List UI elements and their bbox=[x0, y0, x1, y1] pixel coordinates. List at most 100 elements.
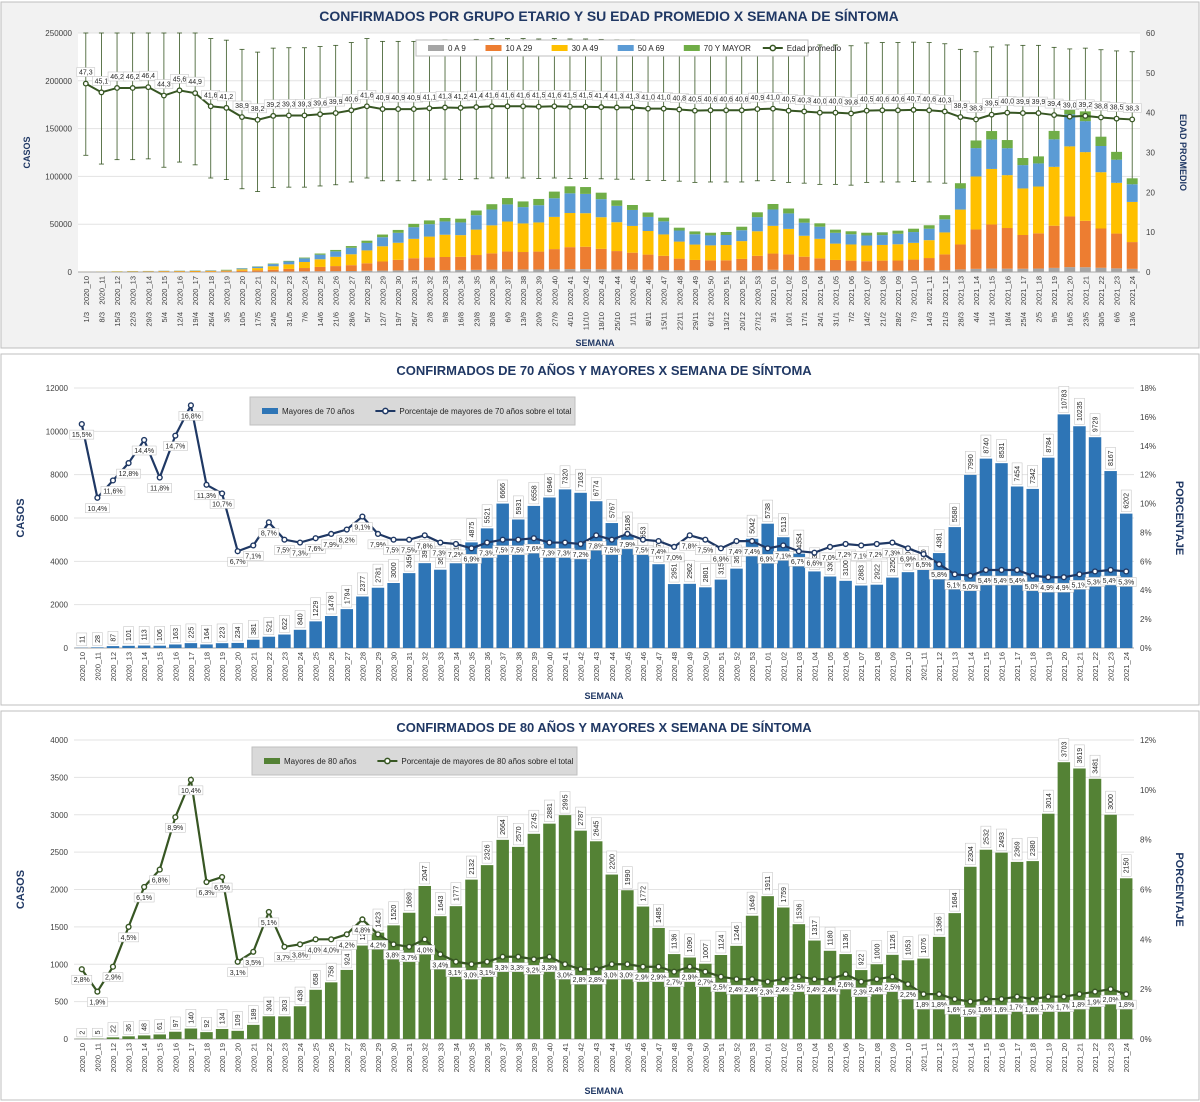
bar-segment-30-a-49 bbox=[1064, 146, 1076, 217]
average-age-point bbox=[1066, 113, 1073, 120]
average-age-point bbox=[379, 106, 386, 113]
bar-label-box bbox=[590, 477, 602, 500]
percentage-label: 7,1% bbox=[245, 553, 261, 560]
percentage-label: 6,5% bbox=[916, 562, 932, 569]
bar bbox=[839, 580, 852, 648]
average-age-label: 41,3 bbox=[626, 93, 640, 100]
bar-segment-30-a-49 bbox=[1001, 175, 1013, 229]
y2-tick-label: 14% bbox=[1140, 442, 1156, 451]
percentage-point bbox=[483, 958, 491, 965]
x-date-label: 15/3 bbox=[113, 312, 122, 327]
percentage-label: 7,5% bbox=[697, 548, 713, 555]
bar-segment-0-a-9 bbox=[517, 269, 529, 272]
x-tick-label: 2021_09 bbox=[888, 652, 897, 681]
percentage-point bbox=[1091, 988, 1099, 995]
bar-value-label: 7454 bbox=[1015, 466, 1022, 482]
x-date-label: 31/5 bbox=[285, 312, 294, 327]
x-tick-label: 2020_34 bbox=[457, 276, 466, 305]
percentage-label: 8,9% bbox=[167, 825, 183, 832]
average-age-label: 39,3 bbox=[298, 101, 312, 108]
bar-label-box bbox=[528, 482, 540, 505]
x-tick-label: 2020_20 bbox=[234, 1043, 243, 1072]
bar-segment-30-a-49 bbox=[705, 245, 716, 261]
percentage-label: 7,2% bbox=[448, 552, 464, 559]
bar bbox=[886, 954, 899, 1039]
bar bbox=[293, 1006, 307, 1039]
x-tick-label: 2021_11 bbox=[925, 276, 934, 305]
average-age-point bbox=[910, 106, 917, 113]
percentage-label: 3,7% bbox=[276, 955, 292, 962]
bar bbox=[808, 571, 821, 648]
bar-segment-50-a-69 bbox=[283, 261, 295, 265]
bar-segment-30-a-49 bbox=[361, 250, 373, 264]
bar-label-box bbox=[824, 926, 836, 950]
average-age-label: 41,0 bbox=[641, 95, 655, 102]
bar bbox=[854, 585, 868, 648]
x-tick-label: 2020_10 bbox=[82, 276, 91, 305]
bar-segment-10-a-29 bbox=[1064, 216, 1076, 268]
average-age-point bbox=[832, 109, 839, 116]
bar-label-box bbox=[232, 1011, 243, 1030]
percentage-label: 1,8% bbox=[931, 1002, 947, 1009]
x-tick-label: 2021_05 bbox=[831, 276, 840, 305]
bar-segment-70-y-mayor bbox=[939, 215, 951, 220]
percentage-label: 6,6% bbox=[806, 561, 822, 568]
y-tick-label: 250000 bbox=[45, 29, 72, 38]
bar bbox=[574, 830, 587, 1039]
percentage-point bbox=[624, 530, 631, 537]
percentage-point bbox=[1123, 991, 1130, 998]
bar-value-label: 1136 bbox=[843, 934, 850, 949]
data-label-box bbox=[882, 982, 903, 992]
legend-marker bbox=[382, 407, 389, 415]
bar-segment-10-a-29 bbox=[1111, 233, 1123, 269]
bar bbox=[122, 645, 135, 648]
x-tick-label: 2020_45 bbox=[623, 652, 632, 681]
percentage-point bbox=[842, 540, 849, 548]
bar-label-box bbox=[544, 473, 555, 496]
chart-panel-80-plus: CONFIRMADOS DE 80 AÑOS Y MAYORES X SEMAN… bbox=[0, 709, 1200, 1102]
percentage-label: 3,0% bbox=[604, 972, 620, 979]
percentage-label: 1,7% bbox=[1040, 1005, 1056, 1012]
bar bbox=[324, 982, 338, 1039]
average-age-point bbox=[582, 103, 589, 110]
data-label-box bbox=[663, 552, 685, 563]
x-tick-label: 2020_14 bbox=[140, 652, 149, 681]
average-age-label: 45,6 bbox=[173, 76, 187, 83]
percentage-label: 7,4% bbox=[729, 549, 745, 556]
percentage-label: 6,9% bbox=[464, 556, 480, 563]
bar-value-label: 658 bbox=[313, 973, 320, 985]
bar bbox=[371, 587, 385, 648]
average-age-point bbox=[160, 92, 167, 99]
x-tick-label: 2021_06 bbox=[842, 1043, 851, 1072]
chart-title: CONFIRMADOS POR GRUPO ETARIO Y SU EDAD P… bbox=[319, 8, 899, 24]
percentage-point bbox=[1060, 993, 1067, 1000]
x-tick-label: 2020_48 bbox=[675, 276, 684, 305]
bar-segment-10-a-29 bbox=[1126, 242, 1138, 269]
bar-value-label: 10783 bbox=[1061, 390, 1068, 410]
bar bbox=[714, 954, 728, 1039]
average-age-label: 40,6 bbox=[704, 96, 718, 103]
legend-swatch bbox=[262, 408, 278, 414]
average-age-point bbox=[1004, 109, 1011, 116]
x-tick-label: 2021_08 bbox=[873, 652, 882, 681]
percentage-label: 2,9% bbox=[105, 975, 121, 982]
bar bbox=[465, 542, 478, 648]
y-tick-label: 4000 bbox=[50, 736, 68, 745]
bar-segment-0-a-9 bbox=[455, 269, 467, 272]
percentage-label: 7,3% bbox=[432, 551, 448, 558]
bar bbox=[854, 970, 868, 1039]
x-date-label: 12/7 bbox=[379, 312, 388, 327]
bar-segment-0-a-9 bbox=[908, 270, 920, 272]
percentage-point bbox=[296, 539, 304, 546]
bar bbox=[309, 621, 322, 648]
bar-value-label: 3456 bbox=[407, 552, 414, 568]
bar-value-label: 61 bbox=[157, 1022, 164, 1030]
percentage-point bbox=[764, 978, 771, 985]
bar-value-label: 3100 bbox=[843, 560, 850, 576]
bar-segment-10-a-29 bbox=[986, 224, 998, 269]
bar-segment-30-a-49 bbox=[486, 225, 498, 254]
y-axis-title: CASOS bbox=[22, 136, 32, 168]
bar bbox=[480, 865, 494, 1039]
bar-segment-50-a-69 bbox=[1017, 165, 1029, 189]
percentage-label: 2,0% bbox=[1103, 997, 1119, 1004]
